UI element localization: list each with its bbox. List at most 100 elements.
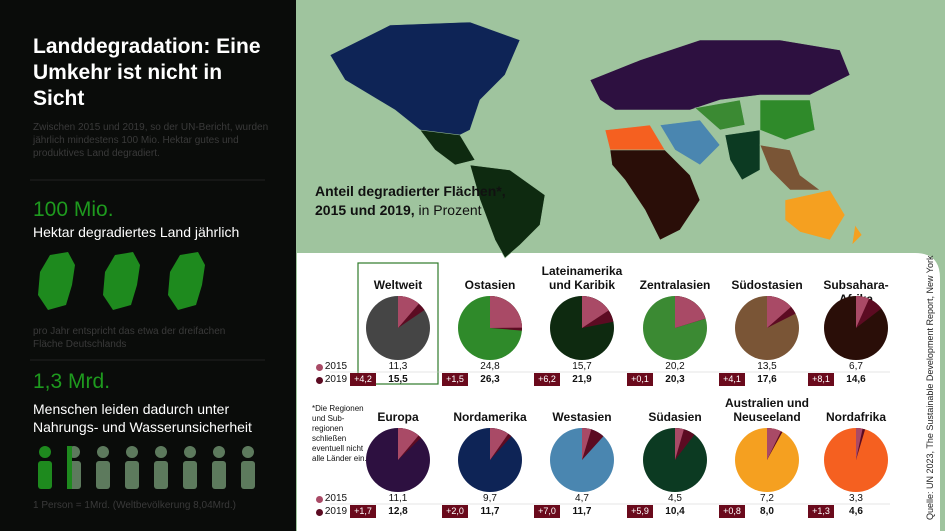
value-2019: 17,6 (757, 374, 777, 385)
person-body (183, 461, 197, 489)
value-2019: 12,8 (388, 506, 408, 517)
person-body (96, 461, 110, 489)
person-body (125, 461, 139, 489)
pie-title: Europa (377, 410, 419, 424)
person-body (212, 461, 226, 489)
value-2015: 9,7 (483, 493, 497, 504)
value-2015: 11,3 (388, 361, 408, 372)
pie-title: Weltweit (373, 278, 423, 292)
pie (550, 428, 614, 492)
person-head (97, 446, 109, 458)
value-2015: 11,1 (388, 493, 408, 504)
pie-title: Nordafrika (825, 410, 887, 424)
legend-label: 2019 (324, 506, 348, 517)
pie (458, 428, 522, 492)
pie-slice-2015 (856, 296, 870, 328)
value-2019: 20,3 (665, 374, 685, 385)
legend-dot (316, 509, 323, 516)
source: Quelle: UN 2023, The Sustainable Develop… (925, 255, 935, 521)
value-2019: 4,6 (849, 506, 863, 517)
legend-label: 2015 (324, 493, 348, 504)
value-2015: 13,5 (757, 361, 777, 372)
world-map (329, 21, 863, 259)
pie-title: Südostasien (731, 278, 803, 292)
pie (643, 428, 707, 492)
change-label: +1,7 (350, 505, 376, 518)
stat-value: 100 Mio. (33, 198, 114, 221)
stat-note: pro Jahr entspricht das etwa der dreifac… (33, 326, 226, 350)
value-2015: 6,7 (849, 361, 863, 372)
title: Landdegradation: Eine Umkehr ist nicht i… (33, 35, 261, 110)
pie-slice-2015 (856, 428, 863, 460)
person-head (39, 446, 51, 458)
change-label: +1,5 (442, 373, 468, 386)
person-body (154, 461, 168, 489)
pie (643, 296, 707, 360)
pie-title: Ostasien (464, 278, 516, 292)
change-label: +1,3 (808, 505, 834, 518)
legend-dot (316, 496, 323, 503)
footnote: *Die Regionen und Sub-regionen schließen… (312, 404, 367, 463)
pie-slice-2015 (675, 296, 706, 328)
pie (458, 296, 522, 360)
legend-dot (316, 364, 323, 371)
value-2015: 20,2 (665, 361, 685, 372)
change-label: +0,8 (719, 505, 745, 518)
person-head (155, 446, 167, 458)
pie-slice-2015 (675, 428, 684, 460)
legend-dot (316, 377, 323, 384)
change-label: +8,1 (808, 373, 834, 386)
germany-icons (38, 252, 205, 310)
highlight-box (357, 262, 439, 385)
pie-slice-2015 (490, 428, 509, 460)
change-label: +0,1 (627, 373, 653, 386)
value-2019: 21,9 (572, 374, 592, 385)
pie-slice-2015 (490, 296, 522, 328)
pie (824, 296, 888, 360)
pie (366, 296, 430, 360)
value-2015: 4,5 (668, 493, 682, 504)
legend-label: 2019 (324, 374, 348, 385)
stat-label: Menschen leiden dadurch unter Nahrungs- … (33, 401, 252, 435)
pie-slice-2015 (582, 296, 609, 328)
person-body (38, 461, 52, 489)
pie (824, 428, 888, 492)
stat-value: 1,3 Mrd. (33, 370, 111, 393)
pie-slice-2015 (767, 428, 781, 460)
pie (366, 428, 430, 492)
value-2019: 11,7 (572, 506, 592, 517)
value-2015: 24,8 (480, 361, 500, 372)
change-label: +4,1 (719, 373, 745, 386)
value-2015: 7,2 (760, 493, 774, 504)
person-part (67, 446, 72, 489)
change-label: +4,2 (350, 373, 376, 386)
pie (735, 296, 799, 360)
pie (735, 428, 799, 492)
pie-slice-2015 (398, 296, 419, 328)
change-label: +6,2 (534, 373, 560, 386)
change-label: +7,0 (534, 505, 560, 518)
pie-title: Zentralasien (639, 278, 711, 292)
pie-slice-2015 (767, 296, 792, 328)
pie-title: Südasien (648, 410, 702, 424)
pie-title: Australien und Neuseeland (724, 396, 809, 424)
person-head (126, 446, 138, 458)
map-title-text: Anteil degradierter Flächen*, 2015 und 2… (315, 183, 506, 218)
value-2015: 3,3 (849, 493, 863, 504)
value-2019: 10,4 (665, 506, 685, 517)
legend-label: 2015 (324, 361, 348, 372)
people-icons (38, 446, 255, 489)
value-2019: 11,7 (480, 506, 500, 517)
change-label: +5,9 (627, 505, 653, 518)
pie-title: Nordamerika (453, 410, 527, 424)
value-2019: 14,6 (846, 374, 866, 385)
person-body (241, 461, 255, 489)
pie-slice-2015 (582, 428, 592, 460)
value-2015: 4,7 (575, 493, 589, 504)
pie-slice-2015 (398, 428, 419, 460)
stat-label: Hektar degradiertes Land jährlich (33, 224, 240, 240)
person-head (213, 446, 225, 458)
person-head (242, 446, 254, 458)
